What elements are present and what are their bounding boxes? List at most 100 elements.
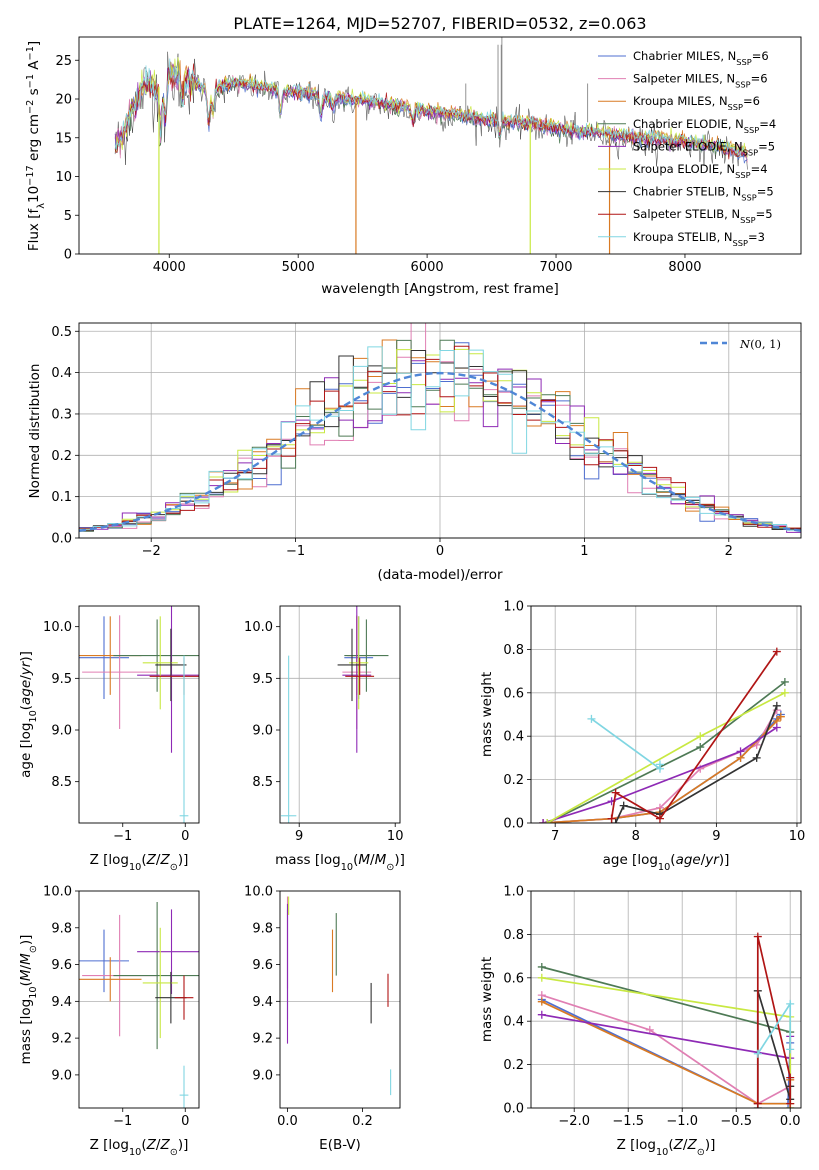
residual-histogram-panel: −2 −1 0 1 2 0.0 0.1 0.2 0.3 0.4 0.5 (data-model)/er… [27,322,802,583]
weight-line [590,718,661,771]
label-part: age [676,852,701,868]
x-axis-label: age [log10(age/yr)] [603,852,730,873]
weight-marker [753,1099,762,1108]
label-part: ( [141,1137,146,1153]
y-tick-label: 10.0 [244,620,273,635]
legend-label-end: =6 [751,72,768,86]
label-part: / [683,1137,688,1153]
y-tick-label: 20 [55,93,72,108]
x-axis-label: (data-model)/error [377,567,503,583]
y-tick-label: 0.8 [503,928,524,943]
label-part: 10 [129,1147,141,1158]
error-bar-point [174,975,194,1020]
label-part: 10 [341,862,353,873]
legend-label: Chabrier STELIB, NSSP=5 [633,185,774,203]
x-axis-label: Z [log10(Z/Z⊙)] [90,852,189,873]
label-part: ( [668,1137,673,1153]
weight-marker [655,760,664,769]
label-part: / [18,964,34,969]
x-tick-label: −1 [286,544,305,559]
label-part: ⊙ [170,1147,178,1158]
x-tick-label: 0 [181,1114,189,1129]
label-part: N [739,337,751,351]
plot-area [79,902,199,1108]
y-tick-label: 0.2 [503,1058,524,1073]
weight-marker [607,814,616,823]
label-part: (0, 1) [750,337,781,351]
label-part: )] [178,1137,189,1153]
label-part: / [156,1137,161,1153]
label-part: Z [log [90,1137,129,1153]
legend-label-sub: SSP [736,57,751,67]
x-tick-label: 8 [632,829,640,844]
legend-label-sub: SSP [741,193,756,203]
weight-marker [696,732,705,741]
weight-marker [752,753,761,762]
spectrum-title: PLATE=1264, MJD=52707, FIBERID=0532, z=0… [233,14,646,33]
label-part: ⊙ [386,862,394,873]
x-tick-label: −2 [142,544,161,559]
y-tick-label: 10.0 [244,885,273,900]
y-tick-label: 0.2 [51,449,72,464]
y-axis-label: mass weight [479,957,495,1042]
y-tick-label: 10.0 [43,620,72,635]
label-part: )] [178,852,189,868]
y-tick-label: 0.2 [503,773,524,788]
legend-label-main: Chabrier ELODIE, N [633,117,744,131]
weight-marker [537,1010,546,1019]
label-part: )] [705,1137,716,1153]
error-bar-point [155,628,187,702]
weight-marker [753,932,762,941]
mass-vs-ebv-panel: 0.0 0.2 9.0 9.2 9.4 9.6 9.8 10.0 E(B-V) [244,885,401,1153]
legend-label: Kroupa ELODIE, NSSP=4 [633,162,768,180]
y-tick-label: 0.4 [503,1015,524,1030]
weight-marker [537,973,546,982]
legend-label: Kroupa STELIB, NSSP=3 [633,230,765,248]
legend-label: Salpeter MILES, NSSP=6 [633,72,768,90]
legend-label: Salpeter ELODIE, NSSP=5 [633,139,775,157]
x-tick-label: 4000 [153,260,186,275]
x-tick-label: 10 [387,829,404,844]
x-axis-label: wavelength [Angstrom, rest frame] [321,281,559,297]
weight-marker [780,688,789,697]
x-tick-label: 0.0 [780,1114,801,1129]
x-tick-label: 8000 [668,260,701,275]
y-tick-label: 1.0 [503,600,524,615]
error-bar-point [79,616,129,699]
legend-label-end: =5 [758,139,775,153]
x-tick-label: −1.0 [666,1114,698,1129]
plot-area [286,896,392,1096]
error-bar-point [344,619,389,692]
label-part: Z [146,1137,157,1153]
y-axis-label: mass weight [479,672,495,757]
weight-marker [587,714,596,723]
normal-curve [79,371,801,532]
x-tick-label: −0.5 [720,1114,752,1129]
label-part: Z [159,1137,170,1153]
label-part: Z [673,1137,684,1153]
weight-marker [772,647,781,656]
weight-marker [655,814,664,823]
label-part: Z [159,852,170,868]
weight-marker [786,1073,795,1082]
mass-weight-vs-metallicity-panel: −2.0 −1.5 −1.0 −0.5 0.0 0.0 0.2 0.4 0.6 0.8 1.0 Z [… [479,885,802,1158]
error-bar-point [280,655,297,823]
y-tick-label: 9.8 [51,921,72,936]
legend-label: Salpeter STELIB, NSSP=5 [633,207,773,225]
label-part: mass [log [18,999,34,1065]
y-tick-label: 0.8 [503,643,524,658]
legend-label-end: =6 [752,49,769,63]
label-part: M [18,969,34,981]
label-part: 10 [656,1147,668,1158]
plot-area [79,606,199,823]
label-part: age [18,680,34,705]
axes-frame [530,605,802,824]
legend: N(0, 1) [700,337,781,351]
x-tick-label: 1 [580,544,588,559]
label-part: Z [146,852,157,868]
y-tick-label: 0.4 [503,730,524,745]
x-tick-label: 2 [725,544,733,559]
weight-marker [780,677,789,686]
